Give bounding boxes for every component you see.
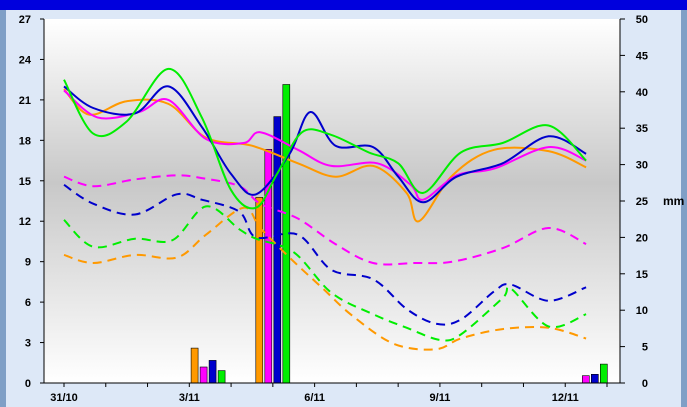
left-tick-label: 18 bbox=[19, 135, 31, 147]
right-tick-label: 15 bbox=[636, 269, 648, 281]
min-temp-line-orange bbox=[63, 206, 587, 351]
left-tick-label: 0 bbox=[25, 378, 31, 390]
right-tick-label: 0 bbox=[642, 378, 648, 390]
max-temp-line-orange bbox=[63, 88, 587, 223]
precip-bar-0-blue bbox=[208, 360, 217, 384]
x-tick-label: 3/11 bbox=[179, 392, 200, 404]
right-tick-label: 5 bbox=[642, 342, 648, 354]
x-tick-label: 6/11 bbox=[304, 392, 325, 404]
right-tick-label: 10 bbox=[636, 305, 648, 317]
left-tick-label: 15 bbox=[19, 176, 31, 188]
left-tick-label: 21 bbox=[19, 95, 31, 107]
left-tick-label: 3 bbox=[25, 338, 31, 350]
right-tick-label: 25 bbox=[636, 196, 648, 208]
left-tick-label: 9 bbox=[25, 257, 31, 269]
right-tick-label: 45 bbox=[636, 50, 648, 62]
min-temp-line-blue bbox=[63, 183, 587, 326]
plot-area bbox=[44, 19, 620, 383]
right-tick-label: 30 bbox=[636, 160, 648, 172]
left-border bbox=[0, 10, 6, 407]
left-tick-label: 6 bbox=[25, 297, 31, 309]
x-tick-label: 9/11 bbox=[430, 392, 451, 404]
left-tick-label: 24 bbox=[19, 54, 32, 66]
right-tick-label: 40 bbox=[636, 87, 648, 99]
precip-bar-2-magenta bbox=[581, 375, 590, 384]
left-tick-label: 27 bbox=[19, 14, 31, 26]
precip-bar-2-green bbox=[599, 363, 608, 384]
x-tick-label: 31/10 bbox=[50, 392, 78, 404]
precip-bar-0-magenta bbox=[199, 366, 208, 384]
right-tick-label: 50 bbox=[636, 14, 648, 26]
precip-bar-1-orange bbox=[255, 197, 264, 384]
precip-bar-2-blue bbox=[590, 373, 599, 384]
right-axis-ticks: 0 5 10 15 20 25 30 35 40 45 50 bbox=[620, 14, 648, 390]
right-tick-label: 35 bbox=[636, 123, 648, 135]
right-border bbox=[681, 10, 687, 407]
max-temp-line-green bbox=[63, 67, 587, 210]
left-tick-label: 12 bbox=[19, 216, 31, 228]
right-axis-unit: mm bbox=[663, 194, 684, 208]
precip-bar-0-orange bbox=[190, 347, 199, 384]
header-bar bbox=[0, 0, 687, 10]
left-axis-ticks: 0 3 6 9 12 15 18 21 24 27 bbox=[19, 14, 44, 390]
temperature-lines bbox=[63, 67, 587, 351]
max-temp-line-blue bbox=[63, 85, 587, 204]
min-temp-line-green bbox=[63, 205, 587, 342]
precip-bar-0-green bbox=[217, 370, 226, 384]
right-tick-label: 20 bbox=[636, 232, 648, 244]
min-temp-line-magenta bbox=[63, 174, 587, 266]
x-tick-label: 12/11 bbox=[552, 392, 579, 404]
x-axis-ticks: 31/10 3/11 6/11 9/11 12/11 bbox=[50, 383, 608, 404]
